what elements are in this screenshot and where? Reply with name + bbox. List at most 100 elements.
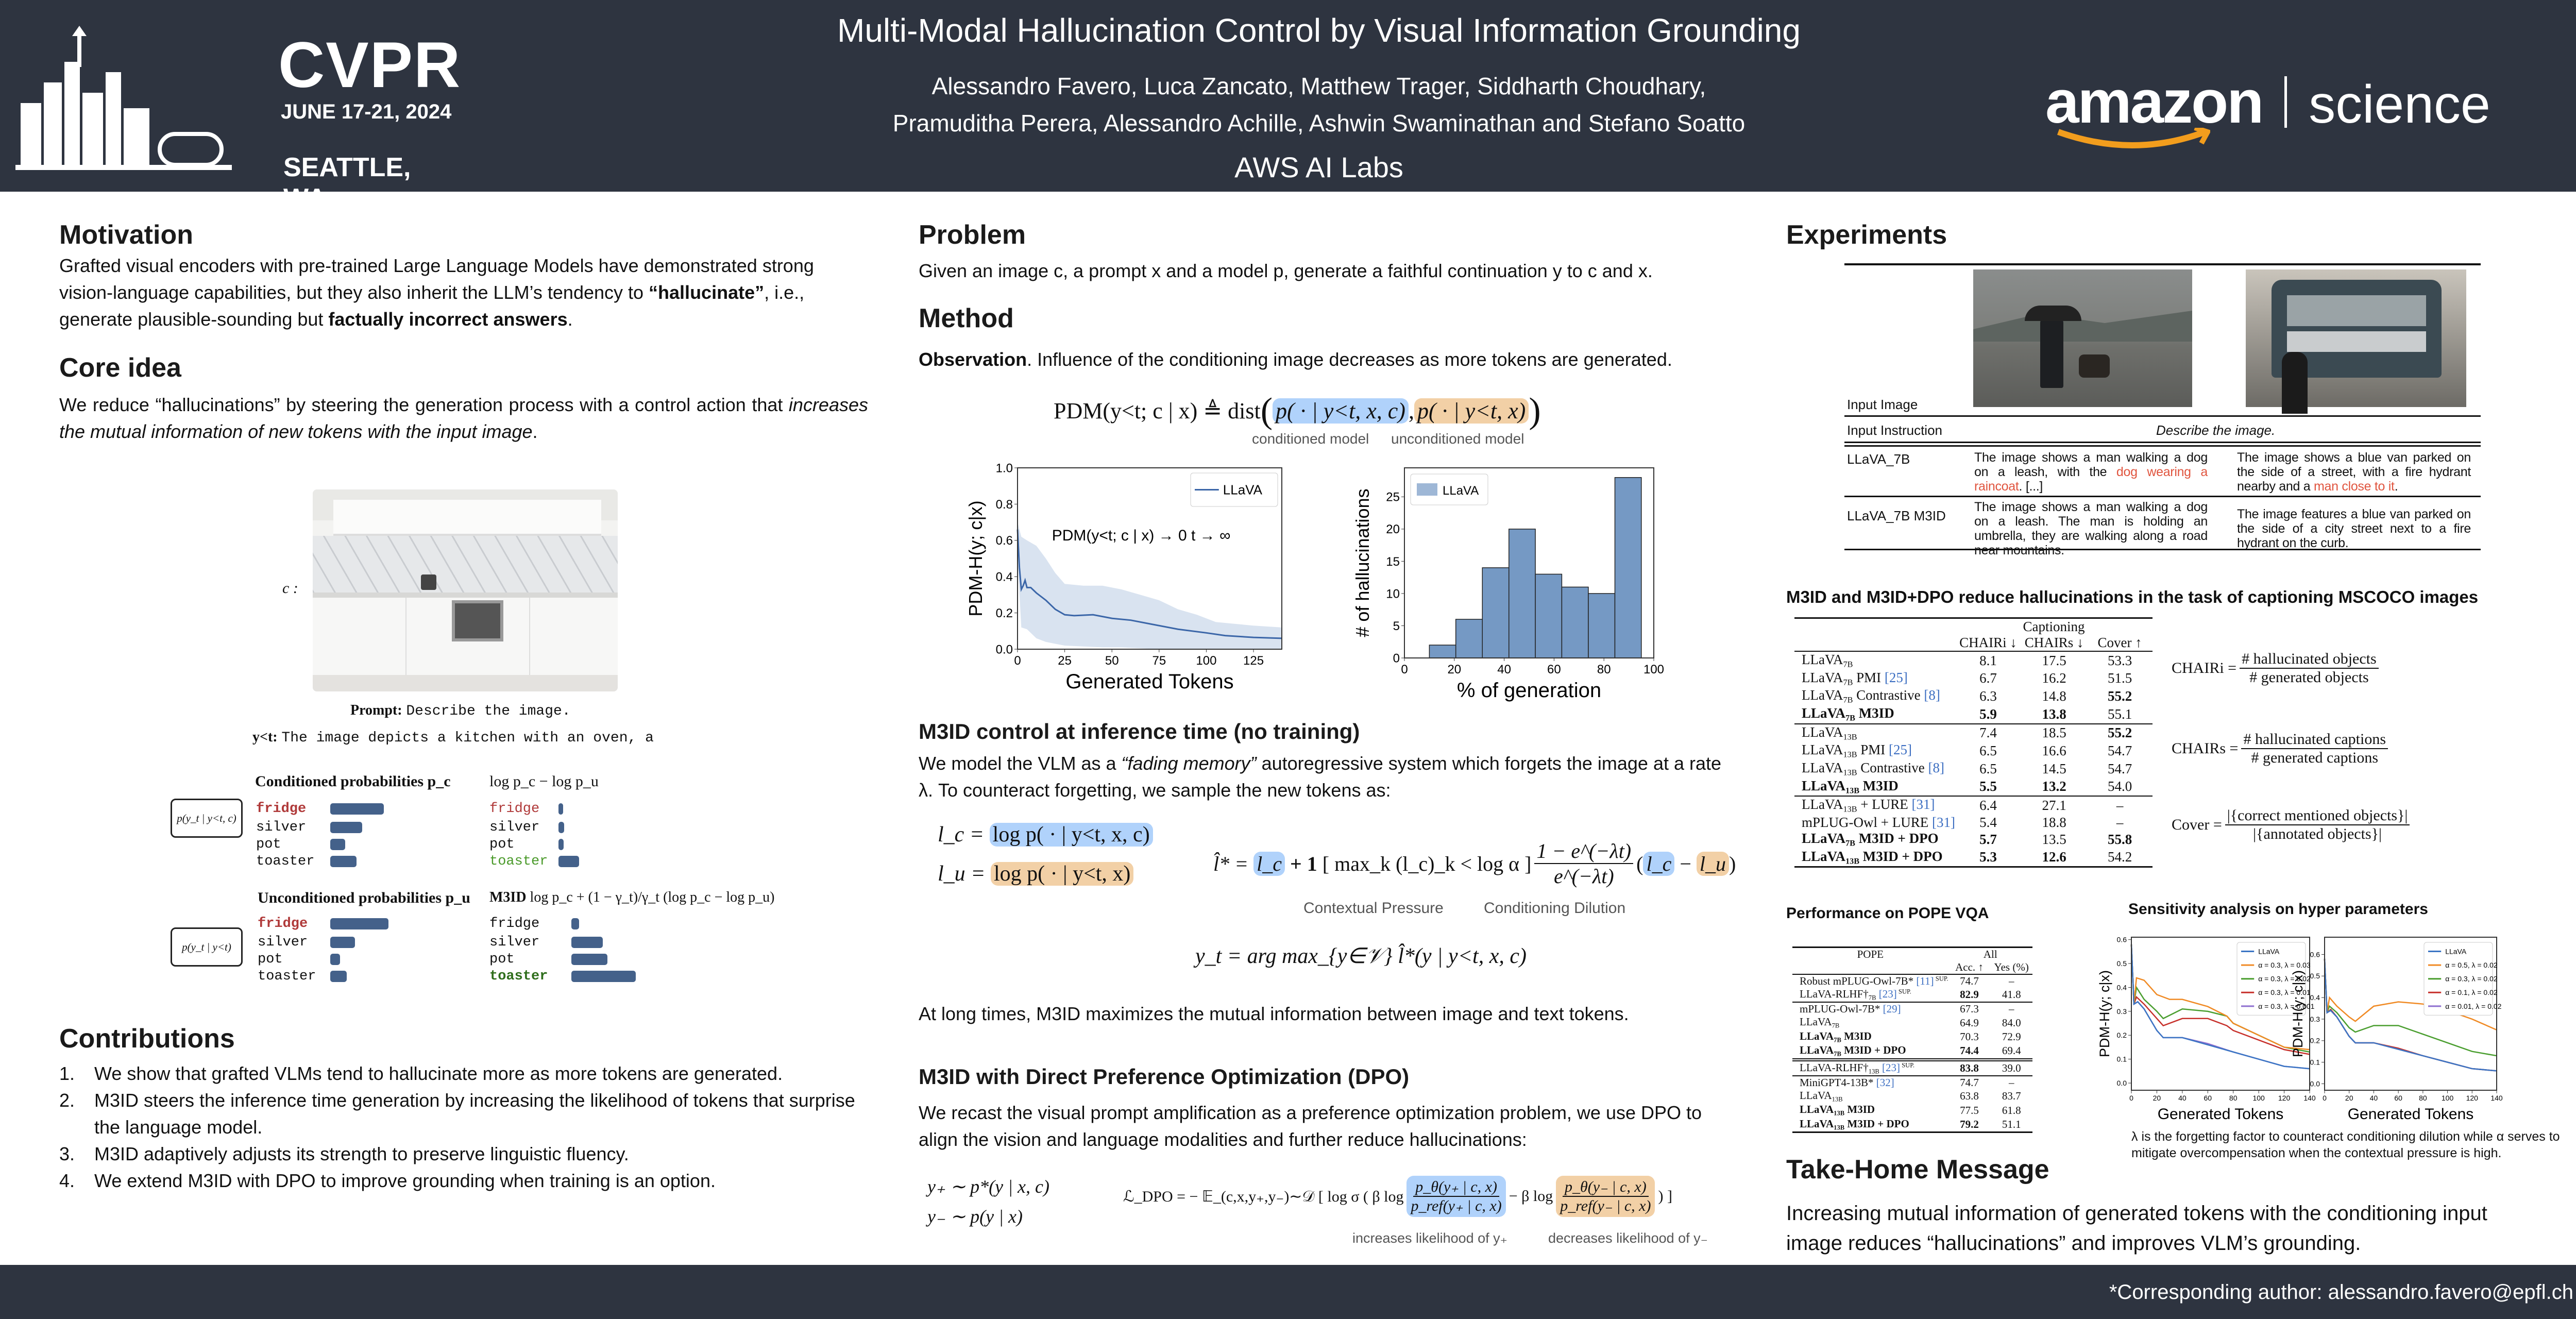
token-label: fridge <box>258 916 308 932</box>
token-label: silver <box>256 820 307 835</box>
plot-frame <box>2131 937 2310 1091</box>
x-axis-label: Generated Tokens <box>2158 1106 2284 1123</box>
probability-bar <box>571 918 579 929</box>
y-axis-label: PDM-H(y; c|x) <box>2290 970 2306 1057</box>
table-row: mPLUG-Owl-7B* [29] 67.3 – <box>1792 1002 2032 1016</box>
prompt-label: Prompt: <box>350 702 402 718</box>
pope-title: Performance on POPE VQA <box>1786 905 1989 922</box>
conditioning-dilution-label: Conditioning Dilution <box>1484 900 1626 917</box>
value-cell: 6.7 <box>1979 670 1997 686</box>
sensitivity-alpha-chart: 0 20 40 60 80 100 120 140 0.0 0.1 0.2 0.3 0.4 0.5 0.6 G… <box>2290 937 2503 1123</box>
corresponding-author: *Corresponding author: alessandro.favero… <box>2109 1281 2573 1304</box>
value-cell: – <box>2116 798 2124 814</box>
histogram-bar <box>1429 645 1456 658</box>
legend-label: α = 0.5, λ = 0.02 <box>2445 961 2498 969</box>
dpo-loss-formula: ℒ_DPO = − 𝔼_(c,x,y₊,y₋)∼𝒟 [ log σ ( β lo… <box>1123 1176 1672 1217</box>
x-tick-label: 20 <box>2345 1094 2353 1102</box>
token-label: silver <box>258 935 308 950</box>
header-banner <box>0 0 2576 192</box>
problem-text: Given an image c, a prompt x and a model… <box>919 260 1653 281</box>
pdm-formula: PDM(y<t; c | x) ≜ dist(p( · | y<t, x, c)… <box>1054 391 1541 431</box>
pdm-unconditioned-term: p( · | y<t, x) <box>1414 398 1529 424</box>
table-row: LLaVA7B PMI [25] 6.7 16.2 51.5 <box>1794 670 2153 688</box>
logo-divider <box>2284 76 2287 128</box>
contributions-list: 1. We show that grafted VLMs tend to hall… <box>59 1060 863 1194</box>
method-cell: LLaVA7B M3ID + DPO <box>1800 1044 1906 1058</box>
x-tick-label: 80 <box>2229 1094 2238 1102</box>
dpo-loss-mid: − β log <box>1509 1188 1553 1205</box>
legend-swatch <box>1417 483 1437 496</box>
caption-results-title: M3ID and M3ID+DPO reduce hallucinations … <box>1786 587 2479 606</box>
table-group-header: Captioning <box>2023 619 2085 634</box>
value-cell: 13.8 <box>2042 706 2066 722</box>
histogram-bar <box>1455 619 1483 658</box>
prefix-label: y<t: <box>252 729 278 745</box>
metric-denominator: # generated captions <box>2251 749 2378 766</box>
conference-dates: JUNE 17-21, 2024 <box>281 100 452 123</box>
sensitivity-lambda-chart: 0 20 40 60 80 100 120 140 0.0 0.1 0.2 0.3 0.4 0.5 0.6 G… <box>2097 936 2316 1123</box>
core-idea-text-2: . <box>532 421 538 442</box>
y-tick-label: 0.4 <box>2310 993 2320 1002</box>
histogram-bar <box>1614 477 1642 658</box>
column-header: Cover ↑ <box>2097 635 2142 650</box>
legend-label: α = 0.3, λ = 0.001 <box>2258 1002 2314 1010</box>
value-cell: 53.3 <box>2107 652 2132 668</box>
value-cell: 5.7 <box>1979 831 1997 847</box>
probability-bar <box>330 822 362 833</box>
dilution-lu: l_u <box>1696 851 1730 876</box>
m3id-heading: M3ID control at inference time (no train… <box>919 719 1360 743</box>
footer-banner <box>0 1265 2576 1319</box>
x-tick-label: 25 <box>1058 654 1072 668</box>
value-cell: 54.7 <box>2107 743 2132 759</box>
y-tick-label: 10 <box>1386 587 1400 601</box>
table-row: LLaVA7B 64.9 84.0 <box>1792 1016 2032 1029</box>
x-tick-label: 0 <box>2129 1094 2133 1102</box>
value-cell: 18.8 <box>2042 814 2066 830</box>
table-row: Robust mPLUG-Owl-7B* [11] SUP. 74.7 – <box>1792 974 2032 988</box>
y-tick-label: 5 <box>1393 619 1400 633</box>
value-cell: 74.4 <box>1960 1044 1979 1057</box>
conference-location: SEATTLE, WA <box>283 153 411 213</box>
table-row: LLaVA7B M3ID 70.3 72.9 <box>1792 1030 2032 1044</box>
y-tick-label: 0.4 <box>996 570 1013 584</box>
value-cell: 55.2 <box>2107 725 2132 741</box>
x-tick-label: 80 <box>1597 663 1611 677</box>
metric-formula: CHAIRs = # hallucinated captions # generat… <box>2172 731 2391 767</box>
x-axis-label: Generated Tokens <box>1065 670 1233 693</box>
probability-bar <box>330 803 384 815</box>
motivation-text: Grafted visual encoders with pre-trained… <box>59 252 868 333</box>
y-tick-label: 15 <box>1386 555 1400 569</box>
y-axis-label: PDM-H(y; c|x) <box>965 500 986 616</box>
lu-lhs: l_u = <box>938 862 986 886</box>
probability-bar <box>558 839 564 850</box>
hallucinated-span: man close to it <box>2314 479 2395 494</box>
table-row: LLaVA13B M3ID + DPO 79.2 51.1 <box>1792 1118 2032 1132</box>
value-cell: 41.8 <box>2002 988 2021 1001</box>
y-tick-label: 0.3 <box>2117 1007 2127 1016</box>
column-header: CHAIRi ↓ <box>1959 635 2017 650</box>
motivation-text-2: , i.e., generate plausible-sounding but <box>59 282 805 330</box>
token-label: toaster <box>258 969 316 984</box>
method-cell: LLaVA7B PMI [25] <box>1802 669 1908 687</box>
motivation-text-1: Grafted visual encoders with pre-trained… <box>59 255 814 303</box>
lstar-indicator-one: + 1 <box>1290 852 1317 875</box>
token-label: pot <box>258 952 283 967</box>
m3id-text: We model the VLM as a “fading memory” au… <box>919 750 1733 804</box>
value-cell: 6.5 <box>1979 760 1997 776</box>
value-cell: – <box>2008 1003 2014 1016</box>
qual-bottom-rule <box>1844 549 2481 550</box>
dilution-fraction: 1 − e^(−λt) e^(−λt) <box>1534 839 1634 888</box>
value-cell: 55.8 <box>2107 831 2132 847</box>
method-cell: LLaVA13B M3ID + DPO <box>1802 848 1943 866</box>
value-cell: 74.7 <box>1960 1076 1979 1089</box>
m3id-conclusion: At long times, M3ID maximizes the mutual… <box>919 1003 1629 1024</box>
value-cell: 55.1 <box>2107 706 2132 722</box>
image-variable-label: c : <box>282 580 298 597</box>
y-tick-label: 0.6 <box>2310 950 2320 958</box>
sensitivity-caption: λ is the forgetting factor to counteract… <box>2131 1129 2560 1160</box>
prompt-line: Prompt: Describe the image. <box>350 702 571 719</box>
method-cell: MiniGPT4-13B* [32] <box>1800 1076 1894 1089</box>
poster-title: Multi-Modal Hallucination Control by Vis… <box>837 12 1801 49</box>
core-idea-heading: Core idea <box>59 353 181 383</box>
legend-box <box>2424 942 2493 1016</box>
